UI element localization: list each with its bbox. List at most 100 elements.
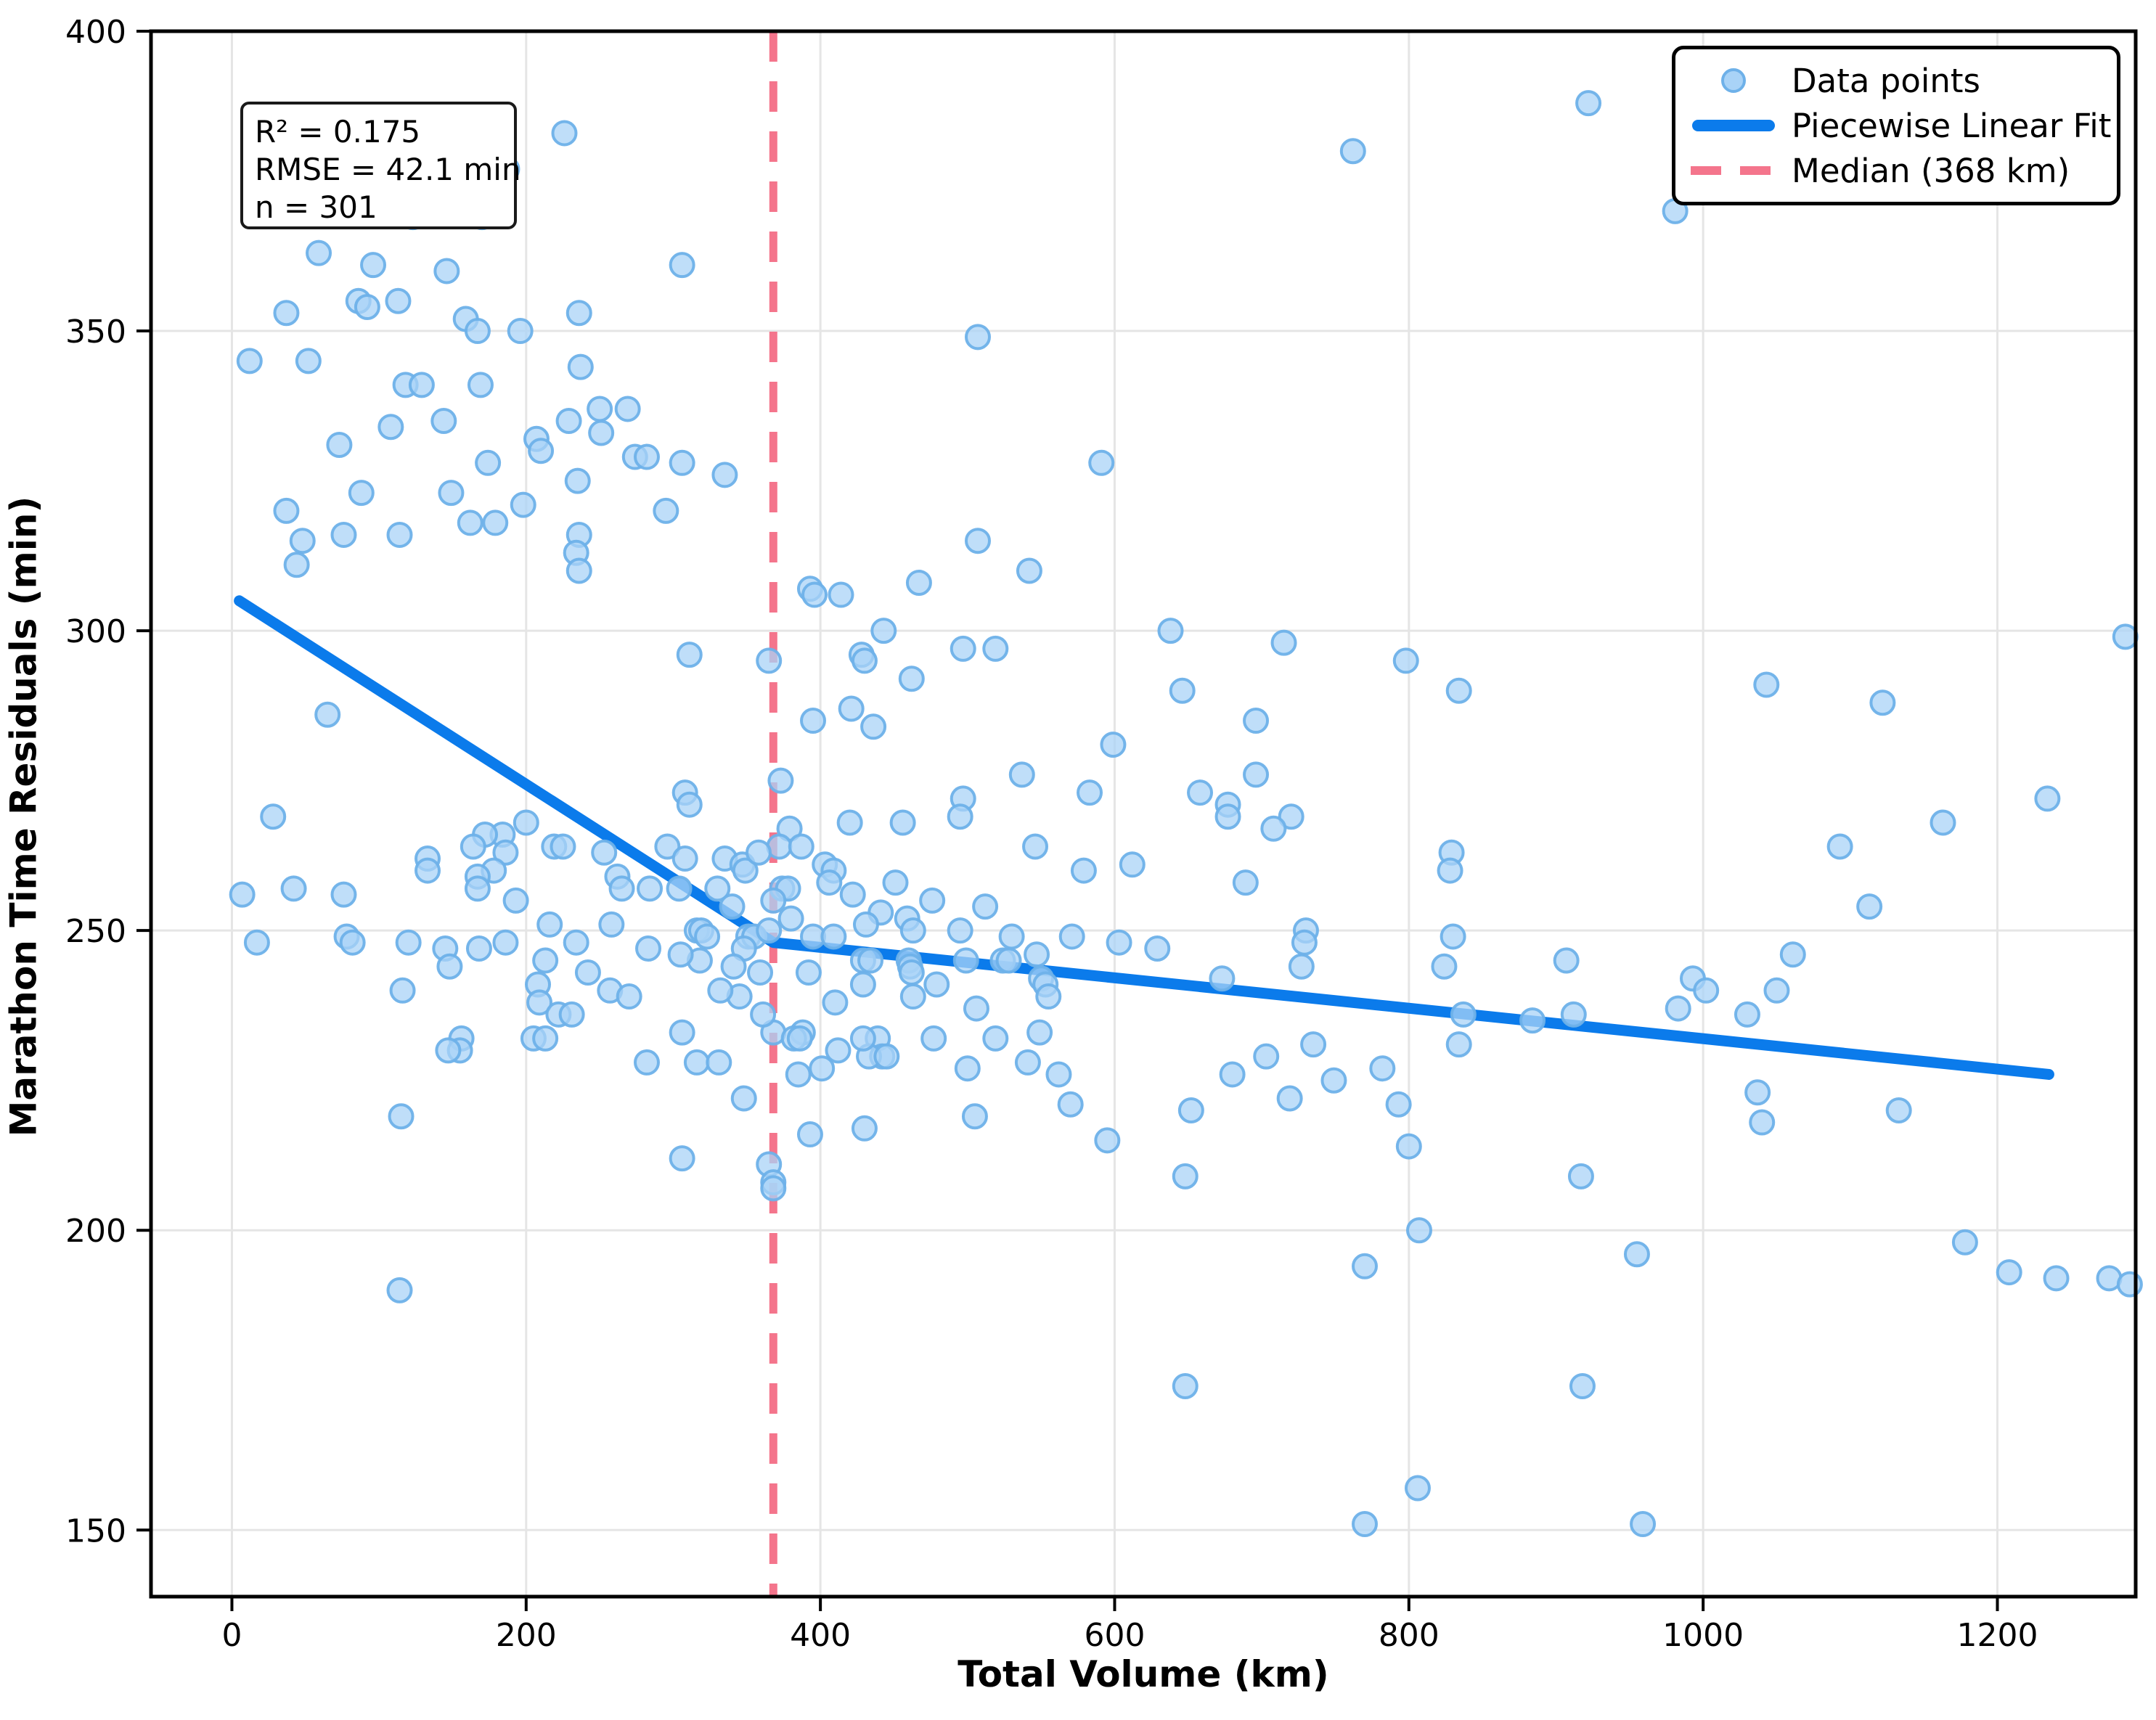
data-point xyxy=(386,521,413,548)
data-point xyxy=(1008,761,1035,788)
data-point xyxy=(982,635,1009,662)
data-point xyxy=(800,708,827,734)
data-point xyxy=(2034,785,2061,812)
data-point xyxy=(492,839,519,866)
data-point xyxy=(1077,779,1103,806)
data-point xyxy=(633,1049,660,1076)
data-point xyxy=(1106,929,1132,956)
data-point xyxy=(1744,1079,1771,1106)
data-point xyxy=(510,491,536,518)
data-point xyxy=(377,414,404,441)
data-point xyxy=(1406,1217,1433,1244)
data-point xyxy=(616,983,642,1010)
data-point xyxy=(1734,1001,1760,1028)
data-point xyxy=(1014,1049,1041,1076)
data-point xyxy=(1763,977,1790,1004)
data-point xyxy=(635,935,662,962)
data-point xyxy=(460,833,486,860)
data-point xyxy=(905,570,932,597)
data-point xyxy=(1437,857,1463,884)
data-point xyxy=(326,432,353,459)
data-point xyxy=(528,438,555,464)
data-point xyxy=(415,857,441,884)
data-point xyxy=(574,959,601,986)
data-point xyxy=(1172,1373,1199,1400)
data-point xyxy=(1214,803,1241,830)
data-point xyxy=(785,1061,812,1088)
data-point xyxy=(1440,923,1466,950)
data-point xyxy=(750,1001,777,1028)
data-point xyxy=(950,635,976,662)
data-point xyxy=(330,881,357,908)
y-axis-label: Marathon Time Residuals (min) xyxy=(2,496,45,1137)
data-point xyxy=(707,977,734,1004)
data-point xyxy=(1022,833,1049,860)
data-point xyxy=(1172,1163,1199,1189)
data-point xyxy=(229,881,256,908)
data-point xyxy=(465,935,492,962)
legend-marker-zone xyxy=(1675,120,1792,131)
data-point xyxy=(860,713,887,740)
data-point xyxy=(435,1037,462,1064)
data-point xyxy=(667,941,694,968)
data-point xyxy=(756,917,783,944)
data-point xyxy=(457,509,483,536)
legend: Data points Piecewise Linear Fit Median … xyxy=(1672,46,2120,205)
y-tick-label: 200 xyxy=(65,1213,126,1250)
solid-line-icon xyxy=(1692,120,1775,131)
data-point xyxy=(1450,1001,1477,1028)
data-point xyxy=(637,875,663,902)
data-point xyxy=(706,1049,732,1076)
data-point xyxy=(795,959,822,986)
data-point xyxy=(1630,1511,1657,1538)
data-point xyxy=(1352,1253,1379,1279)
data-point xyxy=(719,893,746,920)
legend-item-median: Median (368 km) xyxy=(1675,148,2117,193)
data-point xyxy=(386,1277,413,1303)
data-point xyxy=(614,396,641,422)
chart-render-layer: 0 200 400 600 800 1000 1200 150 200 250 300 350 400 xyxy=(65,14,2143,1654)
data-point xyxy=(1119,851,1146,878)
data-point xyxy=(1288,953,1315,980)
data-point xyxy=(889,809,916,836)
data-point xyxy=(899,917,926,944)
data-point xyxy=(236,348,263,374)
data-point xyxy=(565,557,592,584)
data-point xyxy=(1826,833,1853,860)
data-point xyxy=(828,581,854,608)
data-point xyxy=(555,407,582,434)
x-tick-label: 400 xyxy=(790,1617,851,1654)
data-point xyxy=(633,443,660,470)
data-point xyxy=(851,647,878,674)
data-point xyxy=(873,1043,900,1070)
data-point xyxy=(1779,941,1806,968)
data-point xyxy=(1177,1097,1204,1124)
data-point xyxy=(816,869,843,896)
data-point xyxy=(430,407,457,434)
data-point xyxy=(2043,1265,2070,1292)
data-point xyxy=(857,947,884,974)
data-point xyxy=(360,252,387,279)
data-point xyxy=(339,929,366,956)
data-point xyxy=(1392,647,1419,674)
data-point xyxy=(433,258,460,284)
data-point xyxy=(923,971,950,998)
data-point xyxy=(608,875,635,902)
sample-size-value: n = 301 xyxy=(255,189,377,225)
data-point xyxy=(1553,947,1580,974)
data-point xyxy=(1057,1091,1084,1118)
data-point xyxy=(1395,1133,1422,1160)
data-point xyxy=(666,875,693,902)
data-point xyxy=(998,923,1025,950)
data-point xyxy=(964,528,991,554)
data-point xyxy=(1276,1085,1303,1112)
data-point xyxy=(295,348,322,374)
data-point xyxy=(436,953,463,980)
data-point xyxy=(1445,677,1472,704)
data-point xyxy=(1260,815,1287,842)
scatter-marker-icon xyxy=(1721,68,1746,93)
data-point xyxy=(760,887,787,914)
data-point xyxy=(1144,935,1171,962)
data-point xyxy=(532,947,559,974)
data-point xyxy=(1157,618,1184,644)
